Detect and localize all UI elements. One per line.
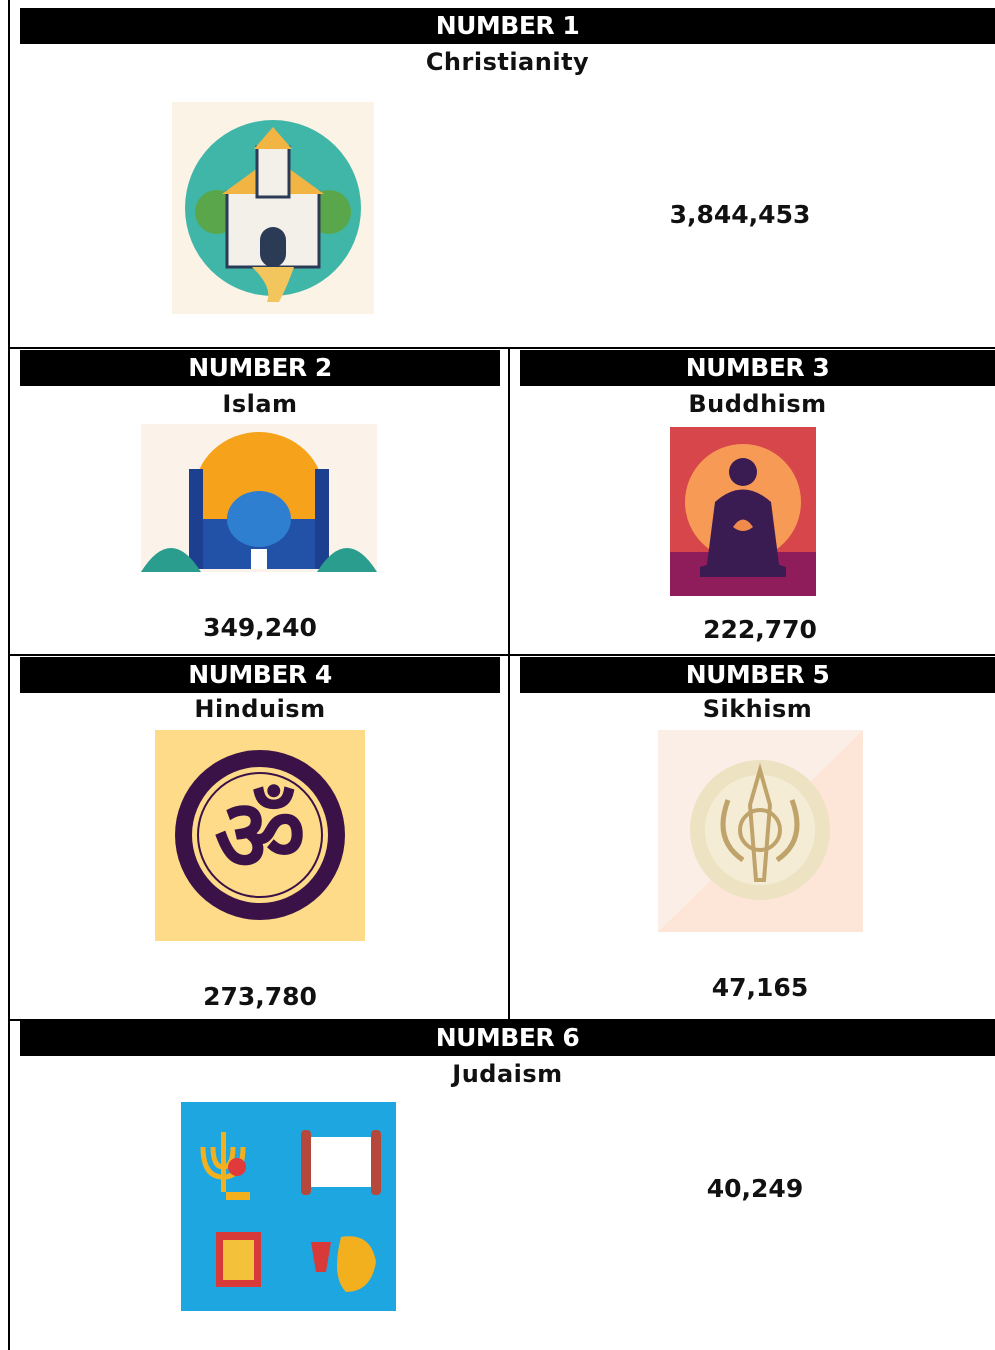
religion-icon — [658, 730, 863, 932]
follower-count: 40,249 — [706, 1174, 804, 1203]
religion-icon — [670, 427, 816, 596]
rank-header: NUMBER 5 — [520, 657, 995, 693]
left-border — [8, 0, 10, 1350]
follower-count: 273,780 — [203, 982, 317, 1011]
religion-name: Buddhism — [688, 390, 827, 418]
religion-name: Islam — [222, 390, 298, 418]
divider — [8, 654, 995, 656]
follower-count: 222,770 — [703, 615, 817, 644]
follower-count: 47,165 — [711, 973, 809, 1002]
rank-header: NUMBER 3 — [520, 350, 995, 386]
religion-icon — [141, 424, 377, 572]
religion-icon: ॐ — [155, 730, 365, 941]
religion-name: Sikhism — [702, 695, 813, 723]
divider — [508, 348, 510, 1020]
religion-icon — [172, 102, 374, 314]
rank-header: NUMBER 4 — [20, 657, 500, 693]
follower-count: 3,844,453 — [669, 200, 811, 229]
religion-name: Christianity — [425, 48, 590, 76]
divider — [8, 347, 995, 349]
svg-text:ॐ: ॐ — [214, 777, 305, 894]
religion-name: Hinduism — [194, 695, 326, 723]
religion-name: Judaism — [452, 1060, 563, 1088]
rank-header: NUMBER 6 — [20, 1020, 995, 1056]
follower-count: 349,240 — [203, 613, 317, 642]
rank-header: NUMBER 1 — [20, 8, 995, 44]
religion-icon — [181, 1102, 396, 1311]
rank-header: NUMBER 2 — [20, 350, 500, 386]
